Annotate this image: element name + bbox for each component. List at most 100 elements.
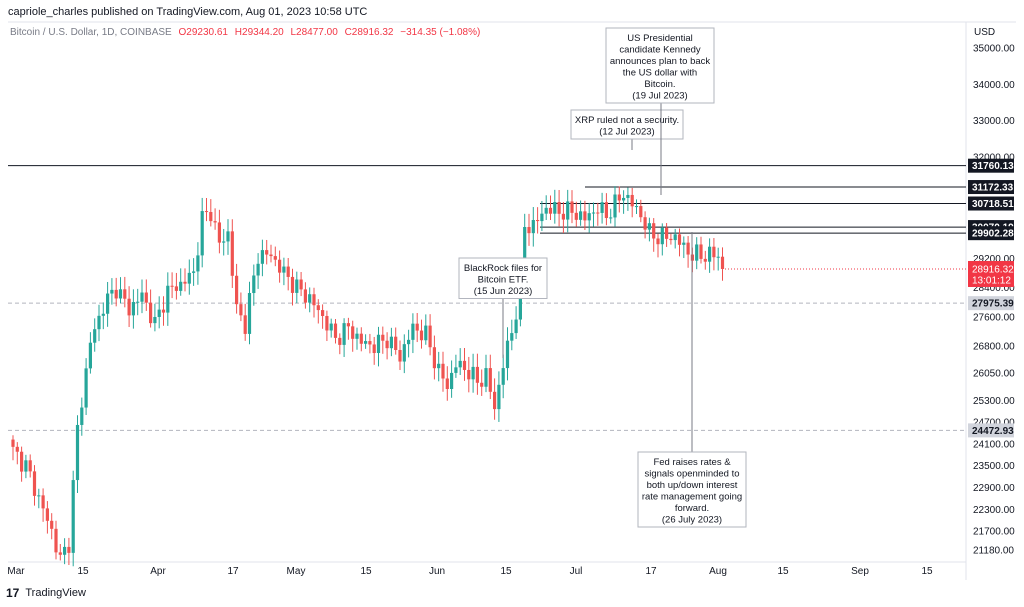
candle-body	[179, 281, 183, 291]
candle-body	[682, 242, 686, 245]
candle-body	[136, 301, 140, 303]
y-tick-label: 27600.00	[973, 312, 1015, 323]
candle-body	[118, 289, 123, 299]
candle-body	[437, 363, 441, 369]
candle-body	[376, 334, 381, 354]
x-tick-label: Jun	[429, 566, 445, 577]
price-level-tag-label: 30718.51	[972, 199, 1014, 210]
candle-body	[527, 226, 531, 234]
candle-body	[609, 217, 613, 219]
candle-body	[187, 272, 191, 284]
annotation-text: (12 Jul 2023)	[599, 127, 654, 138]
candle-body	[695, 244, 699, 261]
x-tick-label: 15	[921, 566, 933, 577]
candle-body	[523, 226, 527, 282]
candle-body	[381, 334, 385, 341]
candle-body	[222, 241, 226, 243]
candle-body	[346, 323, 350, 327]
x-tick-label: May	[287, 566, 306, 577]
y-tick-label: 35000.00	[973, 44, 1015, 55]
candle-body	[183, 281, 187, 284]
candle-body	[720, 256, 725, 269]
last-price-tag	[968, 260, 1014, 287]
candle-body	[497, 384, 501, 410]
tradingview-logo-icon: 17	[6, 586, 20, 600]
candle-body	[617, 194, 621, 201]
candle-body	[286, 266, 290, 277]
candle-body	[708, 246, 712, 262]
candle-body	[488, 368, 492, 392]
candle-body	[510, 333, 514, 341]
candle-body	[325, 315, 329, 331]
candle-body	[501, 368, 505, 385]
candle-body	[561, 213, 565, 220]
candle-body	[67, 546, 71, 553]
candle-body	[192, 271, 196, 273]
y-tick-label: 24700.00	[973, 418, 1015, 429]
candle-body	[540, 213, 544, 222]
candle-body	[88, 342, 92, 369]
candle-body	[127, 298, 131, 316]
candle-body	[566, 201, 570, 220]
candle-body	[467, 369, 471, 380]
candle-body	[407, 339, 411, 345]
candle-body	[716, 256, 720, 258]
candle-body	[32, 471, 37, 496]
annotation-box	[605, 27, 715, 104]
candle-body	[45, 508, 49, 521]
candle-body	[591, 212, 596, 214]
candle-body	[424, 325, 428, 341]
candle-body	[518, 281, 522, 320]
candle-body	[712, 246, 716, 258]
candle-body	[166, 285, 170, 313]
candle-body	[269, 254, 273, 257]
candle-body	[299, 279, 303, 290]
candle-body	[196, 255, 200, 272]
candle-body	[239, 304, 243, 316]
candle-body	[536, 220, 540, 222]
candle-body	[475, 366, 479, 383]
candle-body	[505, 340, 510, 369]
annotation-text: BlackRock files for	[464, 263, 542, 274]
candle-body	[71, 480, 75, 553]
symbol-name: Bitcoin / U.S. Dollar, 1D, COINBASE	[10, 27, 172, 38]
y-tick-label: 28400.00	[973, 283, 1015, 294]
y-tick-label: 32000.00	[973, 152, 1015, 163]
candle-body	[613, 194, 617, 218]
candle-body	[131, 302, 135, 316]
annotation-text: Bitcoin.	[644, 79, 675, 90]
candle-body	[394, 336, 398, 350]
candle-body	[84, 368, 88, 408]
legend-low: L28477.00	[290, 27, 338, 38]
candle-body	[273, 256, 277, 260]
candle-body	[230, 231, 234, 276]
legend-close: C28916.32	[344, 27, 394, 38]
y-tick-label: 33000.00	[973, 116, 1015, 127]
candle-body	[596, 212, 600, 214]
candle-body	[402, 344, 406, 362]
candle-body	[450, 372, 454, 389]
candle-body	[514, 319, 518, 334]
candle-body	[290, 276, 295, 293]
candle-body	[355, 333, 359, 339]
candle-body	[385, 340, 389, 349]
x-tick-label: Apr	[150, 566, 166, 577]
candle-body	[28, 460, 32, 472]
legend-change: −314.35 (−1.08%)	[400, 27, 481, 38]
candle-body	[123, 289, 127, 299]
annotation-text: US Presidential	[627, 33, 692, 44]
legend-open: O29230.61	[178, 27, 229, 38]
candle-body	[372, 344, 376, 354]
y-tick-label: 24100.00	[973, 439, 1015, 450]
candle-body	[548, 207, 553, 214]
candle-body	[462, 360, 467, 370]
x-tick-label: Mar	[7, 566, 25, 577]
candle-body	[41, 495, 45, 509]
y-tick-label: 23500.00	[973, 461, 1015, 472]
candle-body	[458, 360, 462, 368]
countdown-label: 13:01:12	[972, 275, 1011, 286]
candle-body	[312, 294, 316, 306]
candle-body	[308, 294, 312, 303]
candle-body	[660, 227, 664, 245]
